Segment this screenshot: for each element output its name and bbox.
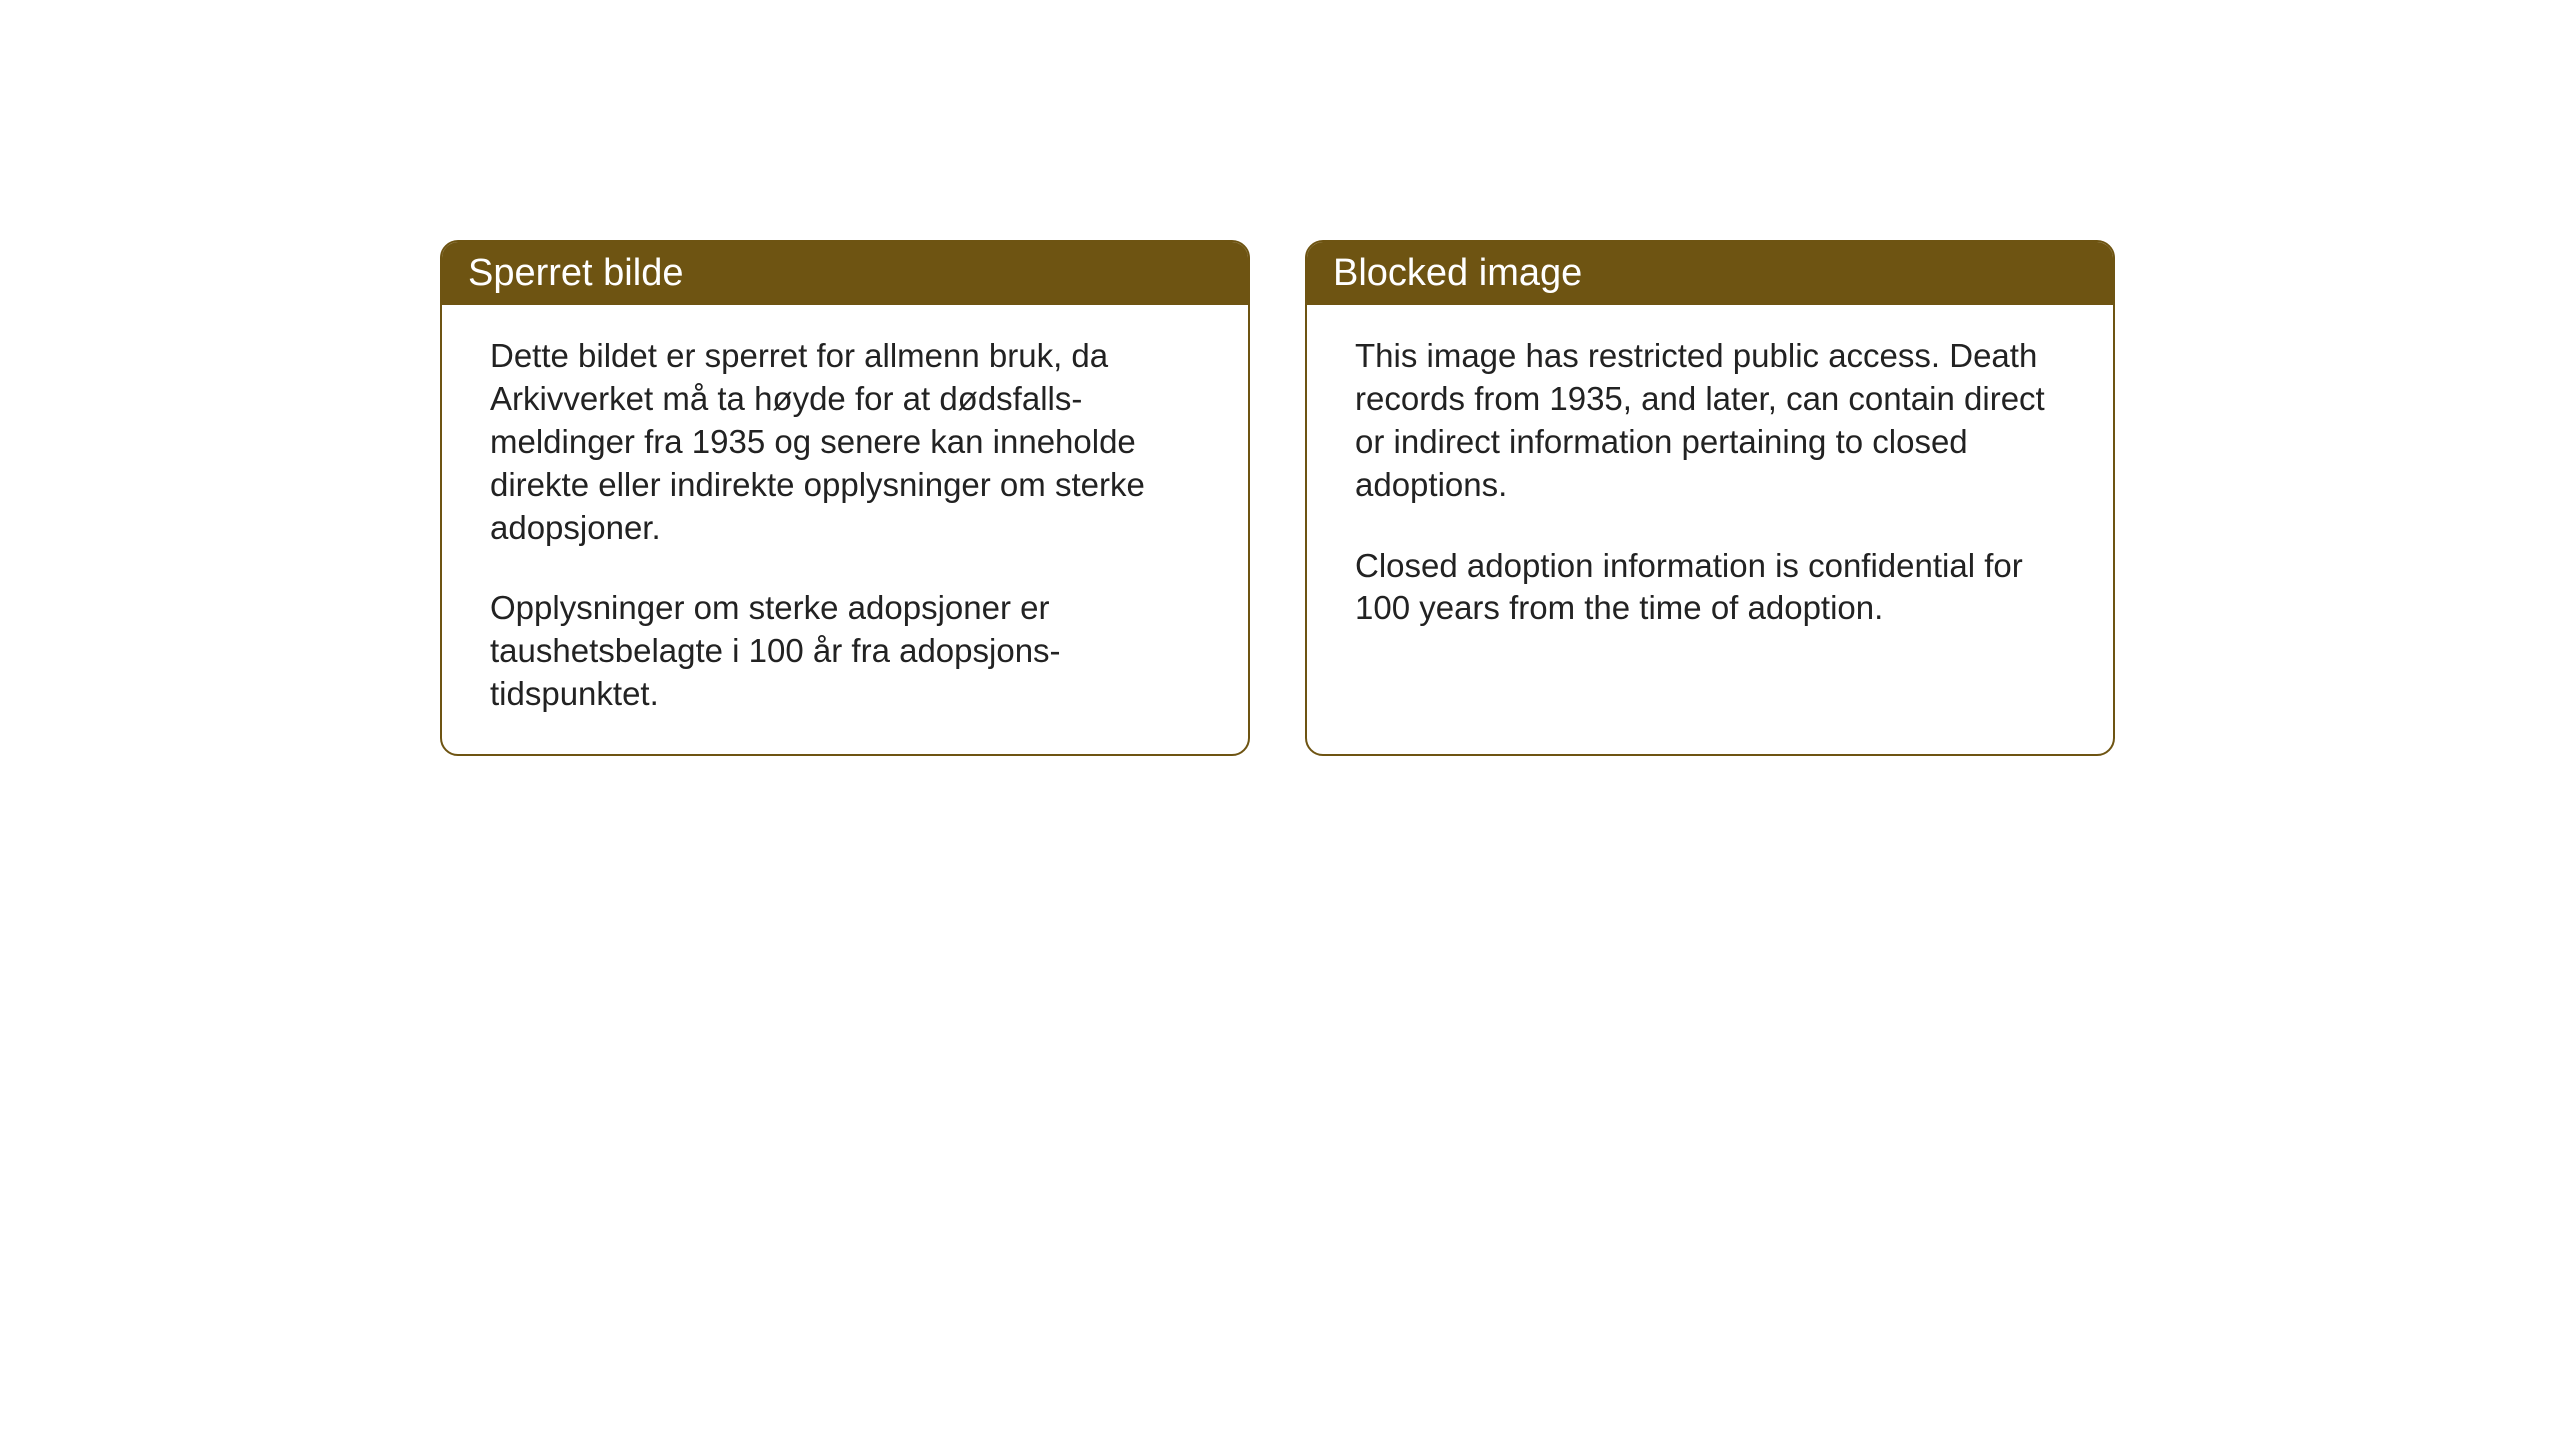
card-paragraph-norwegian-2: Opplysninger om sterke adopsjoner er tau… [490, 587, 1200, 716]
card-header-english: Blocked image [1307, 242, 2113, 305]
card-header-norwegian: Sperret bilde [442, 242, 1248, 305]
notice-card-english: Blocked image This image has restricted … [1305, 240, 2115, 756]
card-paragraph-norwegian-1: Dette bildet er sperret for allmenn bruk… [490, 335, 1200, 549]
card-paragraph-english-1: This image has restricted public access.… [1355, 335, 2065, 507]
card-body-english: This image has restricted public access.… [1307, 305, 2113, 668]
notice-cards-container: Sperret bilde Dette bildet er sperret fo… [440, 240, 2560, 756]
card-title-norwegian: Sperret bilde [468, 252, 683, 294]
card-body-norwegian: Dette bildet er sperret for allmenn bruk… [442, 305, 1248, 754]
card-title-english: Blocked image [1333, 252, 1582, 294]
notice-card-norwegian: Sperret bilde Dette bildet er sperret fo… [440, 240, 1250, 756]
card-paragraph-english-2: Closed adoption information is confident… [1355, 545, 2065, 631]
